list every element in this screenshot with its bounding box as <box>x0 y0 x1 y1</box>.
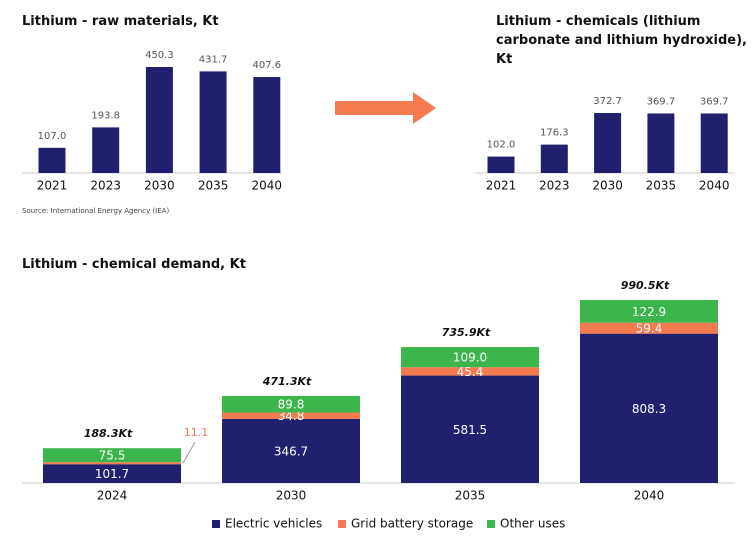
value-label: 346.7 <box>274 444 308 458</box>
value-label: 369.7 <box>647 96 676 107</box>
value-label: 431.7 <box>199 54 228 65</box>
bar-segment <box>222 412 360 419</box>
value-label: 102.0 <box>487 140 516 151</box>
x-tick-label: 2030 <box>144 179 175 193</box>
x-tick-label: 2023 <box>539 179 570 193</box>
bar-segment <box>580 333 718 483</box>
value-label: 109.0 <box>453 351 487 365</box>
bar-segment <box>401 347 539 368</box>
x-tick-label: 2030 <box>592 179 623 193</box>
value-label: 75.5 <box>99 449 126 463</box>
bar <box>145 67 173 173</box>
value-label: 176.3 <box>540 128 569 139</box>
bar <box>487 156 515 173</box>
x-tick-label: 2030 <box>276 489 307 503</box>
arrow <box>335 92 436 124</box>
x-tick-label: 2024 <box>97 489 128 503</box>
total-label: 471.3Kt <box>262 375 312 388</box>
bar <box>700 113 728 173</box>
bar-segment <box>401 375 539 483</box>
value-label: 407.6 <box>252 60 281 71</box>
bar <box>199 71 227 173</box>
value-label: 107.0 <box>38 131 67 142</box>
x-tick-label: 2040 <box>699 179 730 193</box>
value-label: 101.7 <box>95 467 129 481</box>
x-tick-label: 2035 <box>455 489 486 503</box>
value-label: 122.9 <box>632 305 666 319</box>
value-label: 59.4 <box>636 322 663 336</box>
value-label: 372.7 <box>593 96 622 107</box>
value-label: 369.7 <box>700 96 729 107</box>
legend-swatch <box>338 520 346 528</box>
value-label: 89.8 <box>278 398 305 412</box>
bar <box>253 77 281 173</box>
value-label: 193.8 <box>91 110 120 121</box>
x-tick-label: 2021 <box>486 179 517 193</box>
x-tick-label: 2021 <box>37 179 68 193</box>
total-label: 188.3Kt <box>84 427 133 440</box>
legend-label: Grid battery storage <box>351 517 473 531</box>
bar-segment <box>43 462 181 465</box>
bar-segment <box>580 299 718 323</box>
total-label: 735.9Kt <box>442 326 491 339</box>
legend-swatch <box>212 520 220 528</box>
bar <box>594 113 622 173</box>
bar <box>540 144 568 173</box>
x-tick-label: 2035 <box>646 179 677 193</box>
bar <box>38 147 66 173</box>
chart-title: Lithium - raw materials, Kt <box>22 14 219 29</box>
bar-segment <box>401 367 539 376</box>
x-tick-label: 2035 <box>198 179 229 193</box>
source-note: Source: International Energy Agency (IEA… <box>22 207 169 215</box>
arrow-head <box>413 92 436 124</box>
bar-segment <box>222 395 360 413</box>
value-label: 11.1 <box>184 426 209 439</box>
value-label: 34.8 <box>278 409 305 423</box>
bar <box>647 113 675 173</box>
bar-segment <box>43 448 181 463</box>
x-tick-label: 2040 <box>252 179 283 193</box>
x-tick-label: 2023 <box>90 179 121 193</box>
bar-segment <box>580 322 718 334</box>
bar <box>92 127 120 173</box>
legend-label: Electric vehicles <box>225 517 322 531</box>
value-label: 450.3 <box>145 50 174 61</box>
arrow-shaft <box>335 101 415 115</box>
bar-segment <box>222 418 360 483</box>
legend-label: Other uses <box>500 517 565 531</box>
value-label: 808.3 <box>632 402 666 416</box>
value-label: 581.5 <box>453 423 487 437</box>
x-tick-label: 2040 <box>634 489 665 503</box>
chart-title: Lithium - chemical demand, Kt <box>22 257 246 272</box>
chart-title: Lithium - chemicals (lithium carbonate a… <box>496 14 747 67</box>
legend-swatch <box>487 520 495 528</box>
bar-segment <box>43 464 181 483</box>
value-label: 45.4 <box>457 365 484 379</box>
leader-line <box>182 441 196 464</box>
total-label: 990.5Kt <box>621 279 670 292</box>
